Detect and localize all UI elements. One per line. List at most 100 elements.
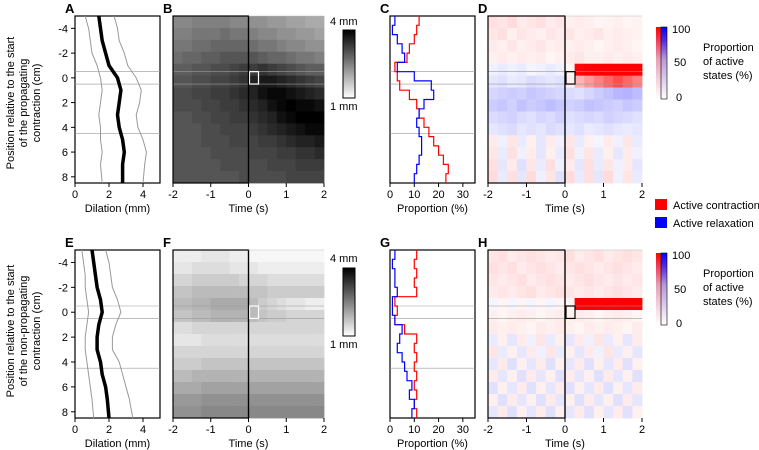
- heatmap-cell: [497, 250, 508, 263]
- heatmap-cell: [239, 274, 249, 287]
- heatmap-cell: [536, 334, 547, 347]
- heatmap-cell: [536, 147, 547, 160]
- heatmap-cell: [555, 159, 566, 172]
- heatmap-cell: [497, 274, 508, 287]
- heatmap-cell: [603, 250, 614, 263]
- series-step-active-relaxation: [391, 250, 415, 418]
- heatmap-cell: [305, 123, 315, 136]
- panel-b-dilation-heatmap: B -2 -1 0 1 2 Time (s): [163, 1, 327, 215]
- heatmap-cell: [173, 63, 183, 77]
- heatmap-cell: [526, 111, 537, 124]
- heatmap-cell: [603, 310, 614, 323]
- colorbar-gradient-blue: [660, 252, 668, 326]
- colorbar-dilation-bottom: 4 mm 1 mm: [330, 253, 358, 351]
- heatmap-cell: [593, 346, 604, 359]
- heatmap-cell: [276, 111, 287, 124]
- heatmap-cell: [182, 51, 193, 65]
- colorbar-title-line3: states (%): [703, 70, 753, 82]
- heatmap-cell: [257, 370, 268, 383]
- heatmap-cell: [555, 87, 566, 100]
- heatmap-cell: [516, 123, 527, 136]
- heatmap-cell: [574, 334, 585, 347]
- top-row-ylabel-line3: contraction (cm): [31, 64, 43, 143]
- heatmap-cell: [536, 310, 547, 323]
- heatmap-cell: [295, 262, 306, 275]
- heatmap-cell: [210, 262, 221, 275]
- heatmap-cell: [305, 27, 315, 41]
- heatmap-cell: [526, 16, 537, 29]
- heatmap-cell: [584, 135, 595, 148]
- heatmap-cell: [286, 298, 297, 311]
- heatmap-cell: [584, 358, 595, 371]
- heatmap-cell: [622, 99, 633, 112]
- heatmap-cell: [593, 406, 604, 419]
- heatmap-cell: [565, 262, 576, 275]
- heatmap-cell: [574, 358, 585, 371]
- heatmap-cell: [565, 334, 576, 347]
- heatmap-cell: [276, 262, 287, 275]
- heatmap-cell: [622, 274, 633, 287]
- heatmap-cell: [565, 382, 576, 395]
- heatmap-cell: [267, 99, 278, 112]
- heatmap-cell: [555, 27, 566, 41]
- heatmap-cell: [295, 99, 306, 112]
- heatmap-cell: [267, 406, 278, 419]
- heatmap-cell: [632, 322, 643, 335]
- heatmap-cell: [295, 75, 306, 88]
- heatmap-cell: [603, 123, 614, 136]
- heatmap-cell: [257, 406, 268, 419]
- heatmap-cell: [613, 75, 624, 88]
- heatmap-cell: [191, 87, 202, 100]
- heatmap-cell: [173, 99, 183, 112]
- heatmap-cell: [584, 111, 595, 124]
- heatmap-cell: [632, 406, 643, 419]
- heatmap-cell: [210, 310, 221, 323]
- heatmap-cell: [173, 298, 183, 311]
- heatmap-cell: [574, 87, 585, 100]
- heatmap-cell: [516, 322, 527, 335]
- series-line-mean: [90, 249, 111, 419]
- heatmap-cell: [210, 346, 221, 359]
- heatmap-cell: [295, 39, 306, 53]
- heatmap-cell: [603, 27, 614, 41]
- heatmap-cell: [305, 274, 315, 287]
- colorbar-tick-50: 50: [674, 57, 686, 69]
- heatmap-cell: [248, 63, 259, 77]
- heatmap-cell: [314, 250, 325, 263]
- heatmap-cell: [526, 250, 537, 263]
- heatmap-cell: [210, 322, 221, 335]
- heatmap-cell: [622, 159, 633, 172]
- heatmap-cell: [286, 147, 297, 160]
- heatmap-cell: [603, 382, 614, 395]
- heatmap-cell: [295, 27, 306, 41]
- heatmap-cell: [622, 27, 633, 41]
- heatmap-cell: [229, 16, 240, 29]
- heatmap-cell: [593, 16, 604, 29]
- heatmap-cell: [613, 39, 624, 53]
- series-step-active-relaxation: [391, 16, 435, 183]
- heatmap-cell: [173, 358, 183, 371]
- heatmap-cell: [182, 171, 193, 184]
- heatmap-cell: [305, 147, 315, 160]
- heatmap-cell: [584, 262, 595, 275]
- heatmap-cell: [622, 250, 633, 263]
- heatmap-cell: [295, 394, 306, 407]
- heatmap-cell: [314, 310, 325, 323]
- heatmap-cell: [603, 358, 614, 371]
- heatmap-cell: [257, 322, 268, 335]
- heatmap-cell: [574, 159, 585, 172]
- heatmap-cell: [632, 51, 643, 65]
- heatmap-cell: [229, 406, 240, 419]
- heatmap-cell: [622, 322, 633, 335]
- panel-c-proportion-profile: C 0 10 20 30 Proportion (%): [380, 1, 476, 215]
- heatmap-cell: [574, 147, 585, 160]
- heatmap-cell: [182, 382, 193, 395]
- heatmap-cell: [584, 87, 595, 100]
- heatmap-cell: [622, 63, 633, 77]
- heatmap-cell: [536, 286, 547, 299]
- heatmap-cell: [229, 250, 240, 263]
- heatmap-cell: [191, 51, 202, 65]
- heatmap-cell: [182, 16, 193, 29]
- heatmap-cell: [488, 87, 499, 100]
- heatmap-cell: [622, 111, 633, 124]
